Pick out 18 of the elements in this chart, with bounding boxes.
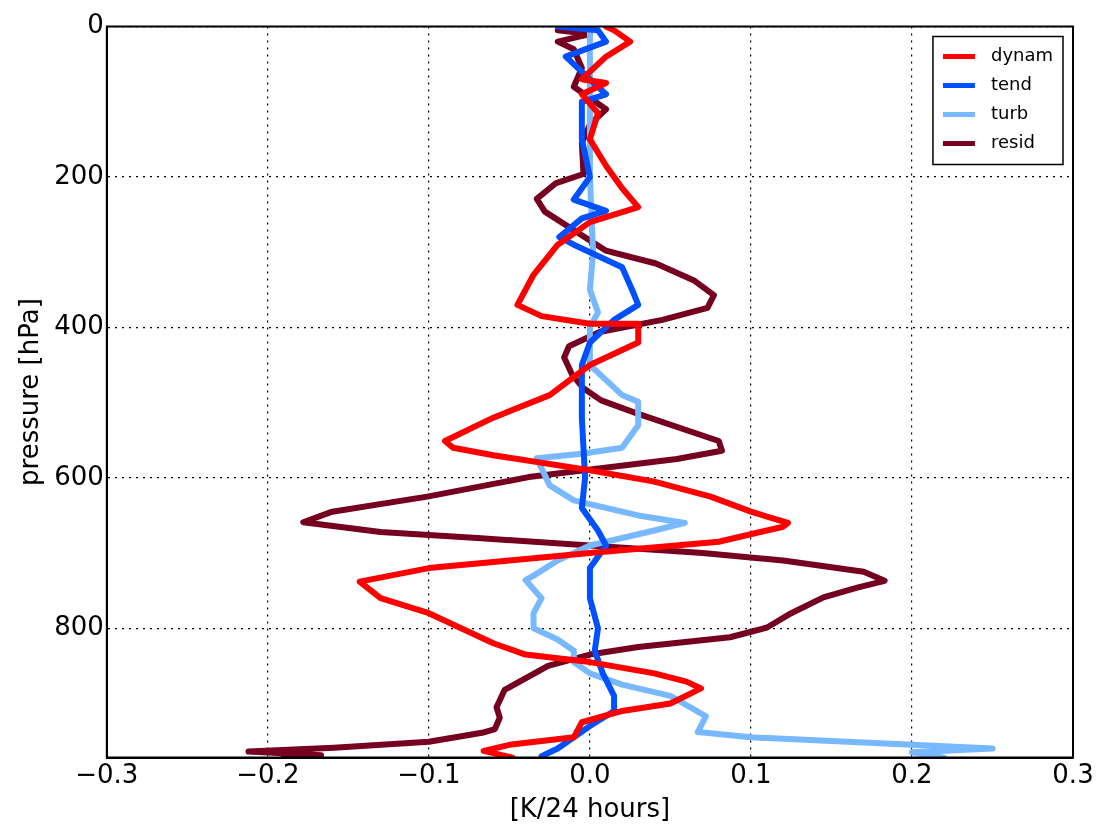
x-tick-label: 0.2 <box>891 758 933 789</box>
x-tick-label: 0.0 <box>569 758 611 789</box>
legend-label: turb <box>990 102 1029 124</box>
y-axis-title: pressure [hPa] <box>14 298 45 486</box>
x-tick-label: 0.1 <box>730 758 772 789</box>
y-tick-label: 600 <box>54 460 104 491</box>
x-axis-title: [K/24 hours] <box>509 793 671 824</box>
legend-label: dynam <box>990 44 1054 66</box>
legend-label: resid <box>990 131 1035 153</box>
x-tick-label: −0.3 <box>75 758 139 789</box>
legend-label: tend <box>990 73 1032 95</box>
x-tick-label: −0.2 <box>236 758 300 789</box>
y-tick-label: 0 <box>87 9 104 40</box>
y-tick-label: 400 <box>54 310 104 341</box>
y-tick-label: 800 <box>54 611 104 641</box>
x-tick-label: −0.1 <box>397 758 461 789</box>
x-tick-label: 0.3 <box>1052 758 1094 789</box>
y-tick-label: 200 <box>54 159 104 190</box>
